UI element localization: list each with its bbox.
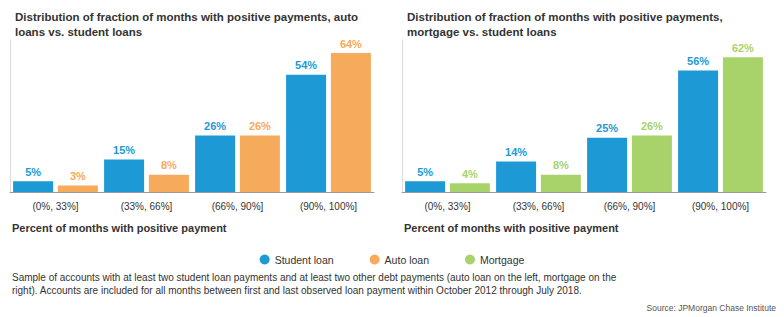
svg-text:Mortgage: Mortgage — [480, 254, 525, 266]
svg-text:3%: 3% — [70, 170, 86, 182]
svg-text:mortgage vs. student loans: mortgage vs. student loans — [407, 26, 557, 38]
svg-text:(0%, 33%]: (0%, 33%] — [424, 201, 470, 212]
svg-text:Distribution of fraction of mo: Distribution of fraction of months with … — [15, 11, 361, 23]
svg-text:15%: 15% — [113, 144, 135, 156]
svg-text:Distribution of fraction of mo: Distribution of fraction of months with … — [407, 11, 726, 23]
svg-text:Student loan: Student loan — [275, 254, 334, 266]
svg-text:right). Accounts are included: right). Accounts are included for all mo… — [12, 285, 582, 296]
svg-text:26%: 26% — [641, 120, 663, 132]
svg-text:Auto loan: Auto loan — [385, 254, 430, 266]
svg-text:25%: 25% — [596, 122, 618, 134]
svg-text:64%: 64% — [340, 38, 362, 50]
svg-text:54%: 54% — [295, 59, 317, 71]
svg-text:(0%, 33%]: (0%, 33%] — [32, 201, 78, 212]
svg-text:(66%, 90%]: (66%, 90%] — [212, 201, 264, 212]
svg-text:56%: 56% — [687, 55, 709, 67]
svg-text:5%: 5% — [25, 166, 41, 178]
svg-text:5%: 5% — [417, 166, 433, 178]
svg-text:(66%, 90%]: (66%, 90%] — [604, 201, 656, 212]
svg-text:Source: JPMorgan Chase Institu: Source: JPMorgan Chase Institute — [647, 303, 777, 313]
svg-text:4%: 4% — [462, 168, 478, 180]
svg-text:8%: 8% — [553, 159, 569, 171]
svg-text:8%: 8% — [161, 159, 177, 171]
svg-text:26%: 26% — [249, 120, 271, 132]
svg-text:loans vs. student loans: loans vs. student loans — [15, 26, 142, 38]
svg-text:(90%, 100%]: (90%, 100%] — [692, 201, 749, 212]
svg-text:Sample of accounts with at lea: Sample of accounts with at least two stu… — [12, 272, 619, 283]
svg-text:(33%, 66%]: (33%, 66%] — [513, 201, 565, 212]
svg-text:26%: 26% — [204, 120, 226, 132]
svg-text:Percent of months with positiv: Percent of months with positive payment — [404, 222, 619, 234]
svg-text:14%: 14% — [505, 146, 527, 158]
svg-text:Percent of months with positiv: Percent of months with positive payment — [12, 222, 227, 234]
svg-text:(90%, 100%]: (90%, 100%] — [300, 201, 357, 212]
svg-text:62%: 62% — [732, 42, 754, 54]
svg-text:(33%, 66%]: (33%, 66%] — [121, 201, 173, 212]
